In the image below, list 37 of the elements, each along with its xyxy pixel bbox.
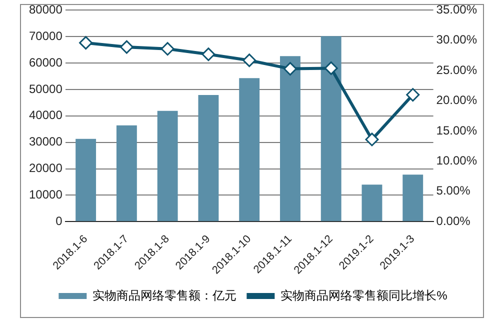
point bbox=[406, 88, 420, 102]
point bbox=[242, 54, 256, 68]
bar bbox=[402, 174, 424, 222]
bar bbox=[239, 78, 260, 222]
point bbox=[160, 42, 174, 56]
y2-tick-label: 10.00% bbox=[436, 154, 478, 168]
y-tick-label: 70000 bbox=[28, 28, 63, 43]
point bbox=[120, 40, 134, 54]
bar bbox=[116, 125, 137, 222]
legend-label: 实物商品网络零售额：亿元 bbox=[92, 288, 237, 302]
y2-tick-label: 0.00% bbox=[436, 214, 471, 228]
y2-tick-label: 25.00% bbox=[436, 62, 478, 77]
y2-tick-label: 15.00% bbox=[436, 123, 478, 138]
bar bbox=[320, 36, 342, 222]
y-tick-label: 30000 bbox=[28, 134, 63, 149]
y-tick-label: 50000 bbox=[28, 82, 63, 96]
y-tick-label: 0 bbox=[56, 214, 63, 228]
point bbox=[324, 61, 338, 75]
y-tick-label: 20000 bbox=[28, 161, 63, 176]
bar bbox=[76, 138, 96, 222]
y2-tick-label: 35.00% bbox=[436, 2, 478, 17]
y-tick-label: 40000 bbox=[28, 108, 63, 122]
y2-tick-label: 20.00% bbox=[436, 93, 478, 108]
y-tick-label: 80000 bbox=[28, 2, 63, 17]
bar bbox=[280, 56, 300, 222]
y-tick-label: 10000 bbox=[28, 188, 63, 202]
point bbox=[202, 48, 216, 62]
point bbox=[79, 36, 93, 50]
point bbox=[283, 62, 297, 76]
legend-label: 实物商品网络零售额同比增长% bbox=[280, 288, 448, 302]
y2-tick-label: 30.00% bbox=[436, 32, 478, 47]
bar bbox=[157, 110, 178, 222]
y2-tick-label: 5.00% bbox=[436, 184, 471, 198]
point bbox=[365, 132, 379, 146]
y-tick-label: 60000 bbox=[28, 55, 63, 70]
bar bbox=[362, 184, 382, 222]
bar bbox=[198, 95, 219, 222]
